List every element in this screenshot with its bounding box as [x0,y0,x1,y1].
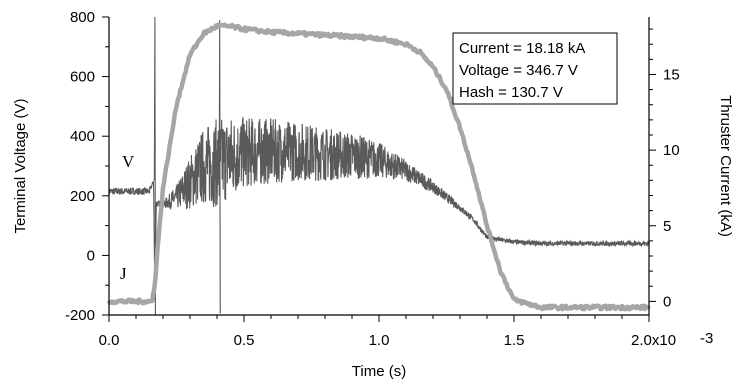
current-curve-label: J [120,264,127,283]
current-series [106,22,651,312]
y-axis-left-title: Terminal Voltage (V) [12,98,29,233]
y-left-tick-label: 200 [70,188,95,205]
y-axis-right-title: Thruster Current (kA) [717,95,734,237]
y-left-tick-label: -200 [65,307,95,324]
ticks: 0.0 0.5 1.0 1.5 2.0x10 -200 0 200 400 600 800 0 5 10 1… [65,9,680,349]
x-tick-label: 0.0 [99,332,120,349]
voltage-series [108,16,650,316]
y-left-tick-label: 800 [70,9,95,26]
current-line [106,22,651,312]
voltage-curve-label: V [122,152,135,171]
y-left-tick-label: 0 [87,247,95,264]
x-tick-label: 1.0 [369,332,390,349]
y-right-tick-label: 5 [663,218,671,235]
annotation-box: Current = 18.18 kA Voltage = 346.7 V Has… [452,32,618,105]
x-tick-label: 2.0x10 [631,332,676,349]
annotation-current: Current = 18.18 kA [459,40,585,57]
x-tick-label: 0.5 [234,332,255,349]
annotation-voltage: Voltage = 346.7 V [459,62,578,79]
plot-area [106,16,651,316]
y-right-tick-label: 0 [663,293,671,310]
x-tick-exponent: -3 [700,330,713,347]
voltage-line [108,16,650,316]
y-left-tick-label: 400 [70,128,95,145]
annotation-hash: Hash = 130.7 V [459,84,563,101]
y-right-tick-label: 15 [663,66,680,83]
y-left-tick-label: 600 [70,69,95,86]
x-tick-label: 1.5 [504,332,525,349]
y-right-tick-label: 10 [663,142,680,159]
x-axis-title: Time (s) [352,363,406,380]
